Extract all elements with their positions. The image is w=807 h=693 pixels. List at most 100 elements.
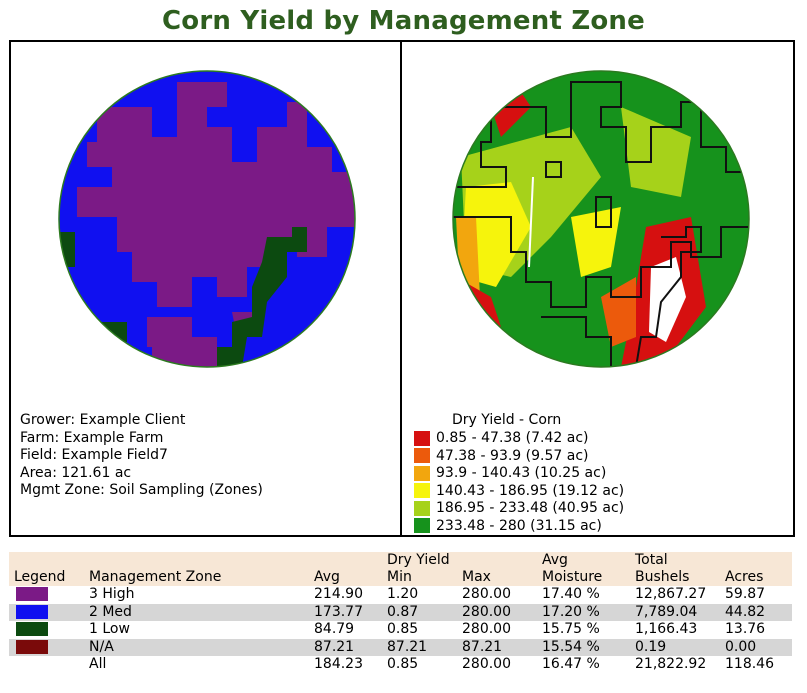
- zone-low-area: [217, 227, 307, 367]
- cell-bushels: 21,822.92: [635, 656, 707, 672]
- zone-swatch: [16, 622, 48, 636]
- zone-high-area: [77, 82, 355, 307]
- total-group-header: Total: [635, 552, 668, 568]
- zone-swatch: [16, 604, 48, 619]
- cell-acres: 59.87: [725, 586, 766, 602]
- legend-swatch: [414, 518, 430, 534]
- cell-acres: 118.46: [725, 656, 774, 672]
- cell-max: 280.00: [462, 586, 511, 602]
- legend-label: 140.43 - 186.95 (19.12 ac): [436, 482, 625, 499]
- zone-boundaries: [453, 81, 749, 367]
- legend-swatch: [414, 465, 430, 481]
- yield-high-band-2: [621, 107, 691, 197]
- legend-item: 233.48 - 280 (31.15 ac): [414, 517, 624, 535]
- cell-zone: All: [89, 656, 107, 672]
- farm-label: Farm: Example Farm: [20, 429, 164, 446]
- cell-moisture: 17.40 %: [542, 586, 600, 602]
- legend-swatch: [414, 448, 430, 464]
- field-label: Field: Example Field7: [20, 447, 168, 463]
- cell-min: 0.85: [387, 656, 419, 672]
- cell-avg: 87.21: [314, 638, 355, 655]
- legend-swatch: [414, 430, 430, 446]
- col-header-bushels: Bushels: [635, 569, 690, 585]
- table-row: 3 High 214.90 1.20 280.00 17.40 % 12,867.27 59…: [9, 586, 792, 604]
- management-zone-map: [58, 70, 356, 368]
- col-header-avg: Avg: [314, 569, 340, 585]
- cell-avg: 84.79: [314, 621, 355, 637]
- col-header-zone: Management Zone: [89, 569, 222, 585]
- cell-moisture: 15.54 %: [542, 638, 600, 655]
- zone-swatch: [16, 639, 48, 654]
- legend-label: 0.85 - 47.38 (7.42 ac): [436, 430, 589, 447]
- col-header-max: Max: [462, 569, 491, 585]
- legend-item: 47.38 - 93.9 (9.57 ac): [414, 447, 624, 465]
- col-header-acres: Acres: [725, 569, 764, 585]
- cell-acres: 13.76: [725, 621, 766, 637]
- table-row: 2 Med 173.77 0.87 280.00 17.20 % 7,789.04 44.8…: [9, 603, 792, 622]
- yield-low-band-4: [601, 277, 636, 347]
- map-panels: [9, 40, 795, 537]
- page-title: Corn Yield by Management Zone: [162, 6, 645, 36]
- cell-bushels: 7,789.04: [635, 603, 698, 620]
- cell-acres: 44.82: [725, 603, 766, 620]
- legend-item: 186.95 - 233.48 (40.95 ac): [414, 500, 624, 518]
- legend-cell: [9, 621, 84, 639]
- legend-swatch: [414, 483, 430, 499]
- cell-moisture: 17.20 %: [542, 603, 600, 620]
- legend-item: 0.85 - 47.38 (7.42 ac): [414, 430, 624, 448]
- col-header-moisture: Moisture: [542, 569, 603, 585]
- table-row: All 184.23 0.85 280.00 16.47 % 21,822.92 118.4…: [9, 656, 792, 674]
- legend-label: 233.48 - 280 (31.15 ac): [436, 517, 602, 534]
- cell-bushels: 1,166.43: [635, 621, 698, 637]
- legend-item: 140.43 - 186.95 (19.12 ac): [414, 482, 624, 500]
- zone-summary-table: Dry Yield Avg Total Legend Management Zo…: [9, 552, 792, 674]
- table-row: 1 Low 84.79 0.85 280.00 15.75 % 1,166.43 13.76: [9, 621, 792, 639]
- cell-min: 0.87: [387, 603, 419, 620]
- cell-bushels: 12,867.27: [635, 586, 707, 602]
- cell-min: 0.85: [387, 621, 419, 637]
- cell-zone: 1 Low: [89, 621, 130, 637]
- legend-cell: [9, 604, 84, 622]
- cell-zone: 3 High: [89, 586, 135, 602]
- cell-acres: 0.00: [725, 638, 757, 655]
- cell-bushels: 0.19: [635, 638, 667, 655]
- grower-label: Grower: Example Client: [20, 412, 186, 428]
- cell-zone: 2 Med: [89, 603, 132, 620]
- cell-avg: 173.77: [314, 603, 363, 620]
- col-header-legend: Legend: [14, 569, 66, 585]
- panel-divider: [400, 40, 402, 537]
- zone-swatch: [16, 587, 48, 601]
- legend-label: 47.38 - 93.9 (9.57 ac): [436, 447, 589, 464]
- legend-item: 93.9 - 140.43 (10.25 ac): [414, 465, 624, 483]
- cell-moisture: 16.47 %: [542, 656, 600, 672]
- legend-swatch: [414, 500, 430, 516]
- dry-yield-group-header: Dry Yield: [387, 552, 450, 568]
- legend-label: 186.95 - 233.48 (40.95 ac): [436, 500, 625, 517]
- legend-cell: [9, 586, 84, 604]
- legend-cell: [9, 656, 84, 674]
- legend-label: 93.9 - 140.43 (10.25 ac): [436, 465, 607, 482]
- cell-min: 87.21: [387, 638, 428, 655]
- cell-avg: 184.23: [314, 656, 363, 672]
- cell-min: 1.20: [387, 586, 419, 602]
- cell-max: 280.00: [462, 621, 511, 637]
- yield-map: [452, 70, 750, 368]
- area-label: Area: 121.61 ac: [20, 464, 132, 481]
- zone-high-area-2: [147, 317, 217, 367]
- field-info: Grower: Example Client Farm: Example Far…: [20, 412, 263, 500]
- cell-zone: N/A: [89, 638, 114, 655]
- cell-max: 87.21: [462, 638, 503, 655]
- yield-mid-band: [461, 182, 531, 287]
- avg-group-header: Avg: [542, 552, 568, 568]
- cell-avg: 214.90: [314, 586, 363, 602]
- cell-max: 280.00: [462, 603, 511, 620]
- legend-cell: [9, 639, 84, 657]
- cell-moisture: 15.75 %: [542, 621, 600, 637]
- col-header-min: Min: [387, 569, 412, 585]
- table-row: N/A 87.21 87.21 87.21 15.54 % 0.19 0.00: [9, 638, 792, 657]
- legend-title: Dry Yield - Corn: [452, 412, 562, 428]
- cell-max: 280.00: [462, 656, 511, 672]
- mgmt-zone-label: Mgmt Zone: Soil Sampling (Zones): [20, 482, 263, 498]
- yield-mid-band-2: [571, 207, 621, 277]
- yield-legend: Dry Yield - Corn 0.85 - 47.38 (7.42 ac) 4…: [414, 412, 624, 535]
